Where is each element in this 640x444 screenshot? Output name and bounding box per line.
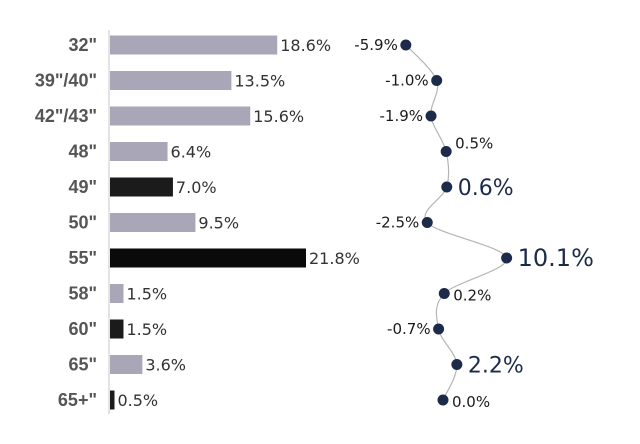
change-value-label: -2.5% — [376, 214, 420, 232]
change-value-label: 0.0% — [452, 393, 490, 411]
category-label: 39"/40" — [35, 71, 97, 91]
bar — [110, 177, 173, 197]
change-value-label: 0.5% — [455, 135, 493, 153]
bar — [110, 355, 143, 374]
bar-value-label: 6.4% — [171, 143, 212, 162]
category-label: 42"/43" — [35, 106, 97, 126]
change-value-label: -1.0% — [385, 72, 429, 90]
bar-value-label: 18.6% — [280, 36, 331, 55]
category-label: 65+" — [58, 390, 97, 410]
change-value-label: 2.2% — [468, 354, 524, 379]
change-marker — [431, 75, 443, 86]
category-label: 58" — [68, 284, 97, 304]
bar — [110, 319, 124, 339]
bar-value-label: 1.5% — [126, 320, 167, 339]
bar-value-label: 1.5% — [126, 285, 167, 304]
change-value-label: -5.9% — [354, 36, 398, 54]
change-value-label: 10.1% — [518, 244, 594, 272]
category-label: 50" — [68, 213, 97, 233]
change-marker — [425, 110, 437, 122]
bar-value-label: 13.5% — [234, 72, 285, 91]
category-label: 49" — [68, 177, 97, 197]
change-marker — [437, 394, 449, 406]
bar-value-label: 0.5% — [117, 391, 158, 410]
bar — [110, 71, 232, 90]
bar — [110, 284, 124, 303]
change-marker — [438, 288, 450, 299]
bar-value-label: 9.5% — [198, 214, 239, 233]
change-marker — [433, 323, 445, 335]
change-marker — [501, 252, 513, 264]
category-label: 60" — [68, 319, 97, 339]
bar — [110, 142, 168, 161]
bar — [110, 213, 196, 232]
change-line — [405, 44, 508, 401]
bar-value-label: 7.0% — [176, 178, 217, 197]
change-value-label: 0.6% — [458, 176, 514, 201]
category-label: 48" — [68, 142, 97, 162]
change-marker — [440, 146, 452, 157]
change-marker — [400, 39, 412, 51]
change-marker — [421, 217, 433, 228]
bar-value-label: 15.6% — [253, 107, 304, 126]
category-label: 32" — [68, 35, 97, 55]
bar-value-label: 3.6% — [145, 356, 186, 375]
bar-value-label: 21.8% — [309, 249, 360, 268]
bar — [110, 35, 278, 55]
change-marker — [451, 359, 463, 370]
category-label: 65" — [68, 355, 97, 375]
change-value-label: 0.2% — [453, 287, 491, 305]
category-label: 55" — [68, 248, 97, 268]
change-value-label: -1.9% — [379, 107, 423, 125]
change-value-label: -0.7% — [387, 320, 431, 338]
change-marker — [441, 181, 453, 193]
bar — [110, 106, 251, 126]
bar — [110, 248, 306, 268]
bar — [110, 390, 115, 410]
